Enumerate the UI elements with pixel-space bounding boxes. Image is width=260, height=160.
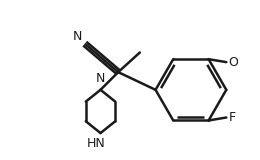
Text: N: N [72,30,82,43]
Text: F: F [228,111,235,124]
Text: N: N [96,72,105,85]
Text: HN: HN [87,137,106,150]
Text: O: O [228,56,238,69]
